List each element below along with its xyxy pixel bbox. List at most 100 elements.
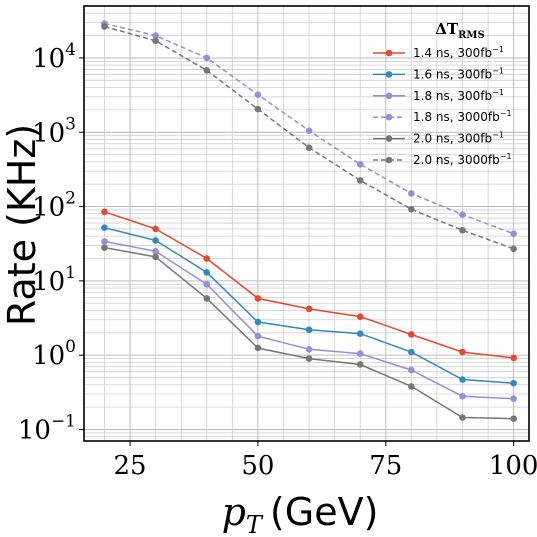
legend-title: ΔTRMS [435, 20, 484, 41]
data-point [408, 383, 415, 390]
x-tick-label: 50 [241, 451, 274, 481]
legend-item: 1.8 ns, 3000fb−1 [373, 109, 512, 124]
data-point [356, 161, 364, 168]
data-point [459, 226, 466, 234]
legend-swatch-marker [385, 49, 393, 57]
legend-swatch-marker [385, 71, 393, 78]
legend-label: 1.6 ns, 300fb−1 [413, 66, 504, 81]
data-point [203, 255, 211, 262]
data-point [152, 32, 159, 39]
data-point [101, 23, 108, 30]
legend-label: 1.4 ns, 300fb−1 [413, 45, 504, 60]
data-point [305, 305, 313, 313]
data-point [510, 379, 517, 387]
legend-label: 2.0 ns, 300fb−1 [413, 131, 504, 146]
data-point [152, 247, 159, 255]
x-tick-label: 25 [113, 451, 146, 481]
data-point [254, 332, 262, 340]
data-point [305, 127, 313, 134]
y-tick-label: 104 [32, 40, 76, 74]
data-point [356, 330, 364, 337]
legend-item: 2.0 ns, 300fb−1 [373, 131, 504, 146]
data-point [305, 355, 313, 362]
x-tick-label: 100 [489, 451, 537, 481]
x-axis-title: pT (GeV) [222, 490, 379, 537]
data-point [408, 331, 415, 338]
legend-item: 1.6 ns, 300fb−1 [373, 66, 504, 81]
data-point [254, 105, 262, 113]
data-point [510, 230, 517, 238]
legend-swatch-marker [385, 92, 393, 100]
data-point [356, 350, 364, 357]
x-tick-label: 75 [369, 451, 402, 481]
data-point [254, 318, 262, 326]
data-point [510, 354, 517, 362]
legend-swatch-marker [385, 156, 393, 164]
data-point [510, 245, 517, 253]
plot-frame [83, 5, 530, 442]
data-point [408, 205, 415, 213]
data-point [510, 415, 517, 422]
legend: ΔTRMS 1.4 ns, 300fb−1 1.6 ns, 300fb−1 1.8 … [373, 20, 512, 167]
y-tick-label: 101 [32, 263, 76, 297]
data-point [510, 395, 517, 402]
data-point [254, 295, 262, 302]
data-point [101, 238, 108, 245]
y-axis-ticks: 10−1 100 101 102 103 104 [18, 40, 84, 445]
data-point [203, 269, 211, 276]
data-point [254, 91, 262, 99]
y-tick-label: 102 [32, 189, 76, 223]
data-point [152, 225, 159, 233]
data-point [203, 54, 211, 62]
legend-label: 2.0 ns, 3000fb−1 [413, 152, 512, 167]
data-point [152, 253, 159, 261]
legend-item: 2.0 ns, 3000fb−1 [373, 152, 512, 167]
y-tick-label: 103 [32, 114, 76, 148]
grid [84, 5, 529, 442]
x-axis-unit: (GeV) [270, 490, 378, 534]
data-point [203, 295, 211, 302]
data-point [408, 348, 415, 356]
series-2 [101, 224, 517, 387]
y-axis-title: Rate (KHz) [0, 124, 44, 326]
data-point [101, 224, 108, 231]
data-point [459, 414, 466, 421]
data-point [459, 392, 466, 400]
series-3 [101, 238, 517, 402]
series-1 [101, 208, 517, 362]
series-5 [101, 244, 517, 422]
legend-items: 1.4 ns, 300fb−1 1.6 ns, 300fb−1 1.8 ns, 30… [373, 45, 512, 167]
x-axis-ticks: 25 50 75 100 [113, 441, 537, 481]
legend-label: 1.8 ns, 3000fb−1 [413, 109, 512, 124]
legend-label: 1.8 ns, 300fb−1 [413, 88, 504, 103]
x-axis-sub: T [246, 511, 264, 537]
data-point [101, 244, 108, 251]
legend-title-sub: RMS [458, 30, 485, 41]
data-point [459, 376, 466, 383]
data-point [305, 144, 313, 151]
series-6 [101, 23, 517, 253]
y-tick-label: 100 [32, 337, 76, 371]
data-point [152, 37, 159, 45]
legend-title-main: ΔT [435, 20, 459, 38]
data-point [408, 366, 415, 374]
data-point [305, 345, 313, 353]
data-point [459, 348, 466, 356]
data-point [254, 344, 262, 352]
data-point [203, 280, 211, 288]
y-tick-label: 10−1 [18, 411, 76, 445]
data-point [203, 67, 211, 74]
legend-item: 1.4 ns, 300fb−1 [373, 45, 504, 60]
data-point [305, 326, 313, 334]
series-lines [101, 20, 517, 422]
data-point [356, 361, 364, 368]
legend-swatch-marker [385, 135, 393, 142]
legend-swatch-marker [385, 113, 393, 121]
data-point [356, 313, 364, 320]
data-point [152, 237, 159, 244]
legend-item: 1.8 ns, 300fb−1 [373, 88, 504, 103]
x-axis-var: p [222, 490, 246, 534]
data-point [356, 177, 364, 184]
data-point [459, 211, 466, 218]
